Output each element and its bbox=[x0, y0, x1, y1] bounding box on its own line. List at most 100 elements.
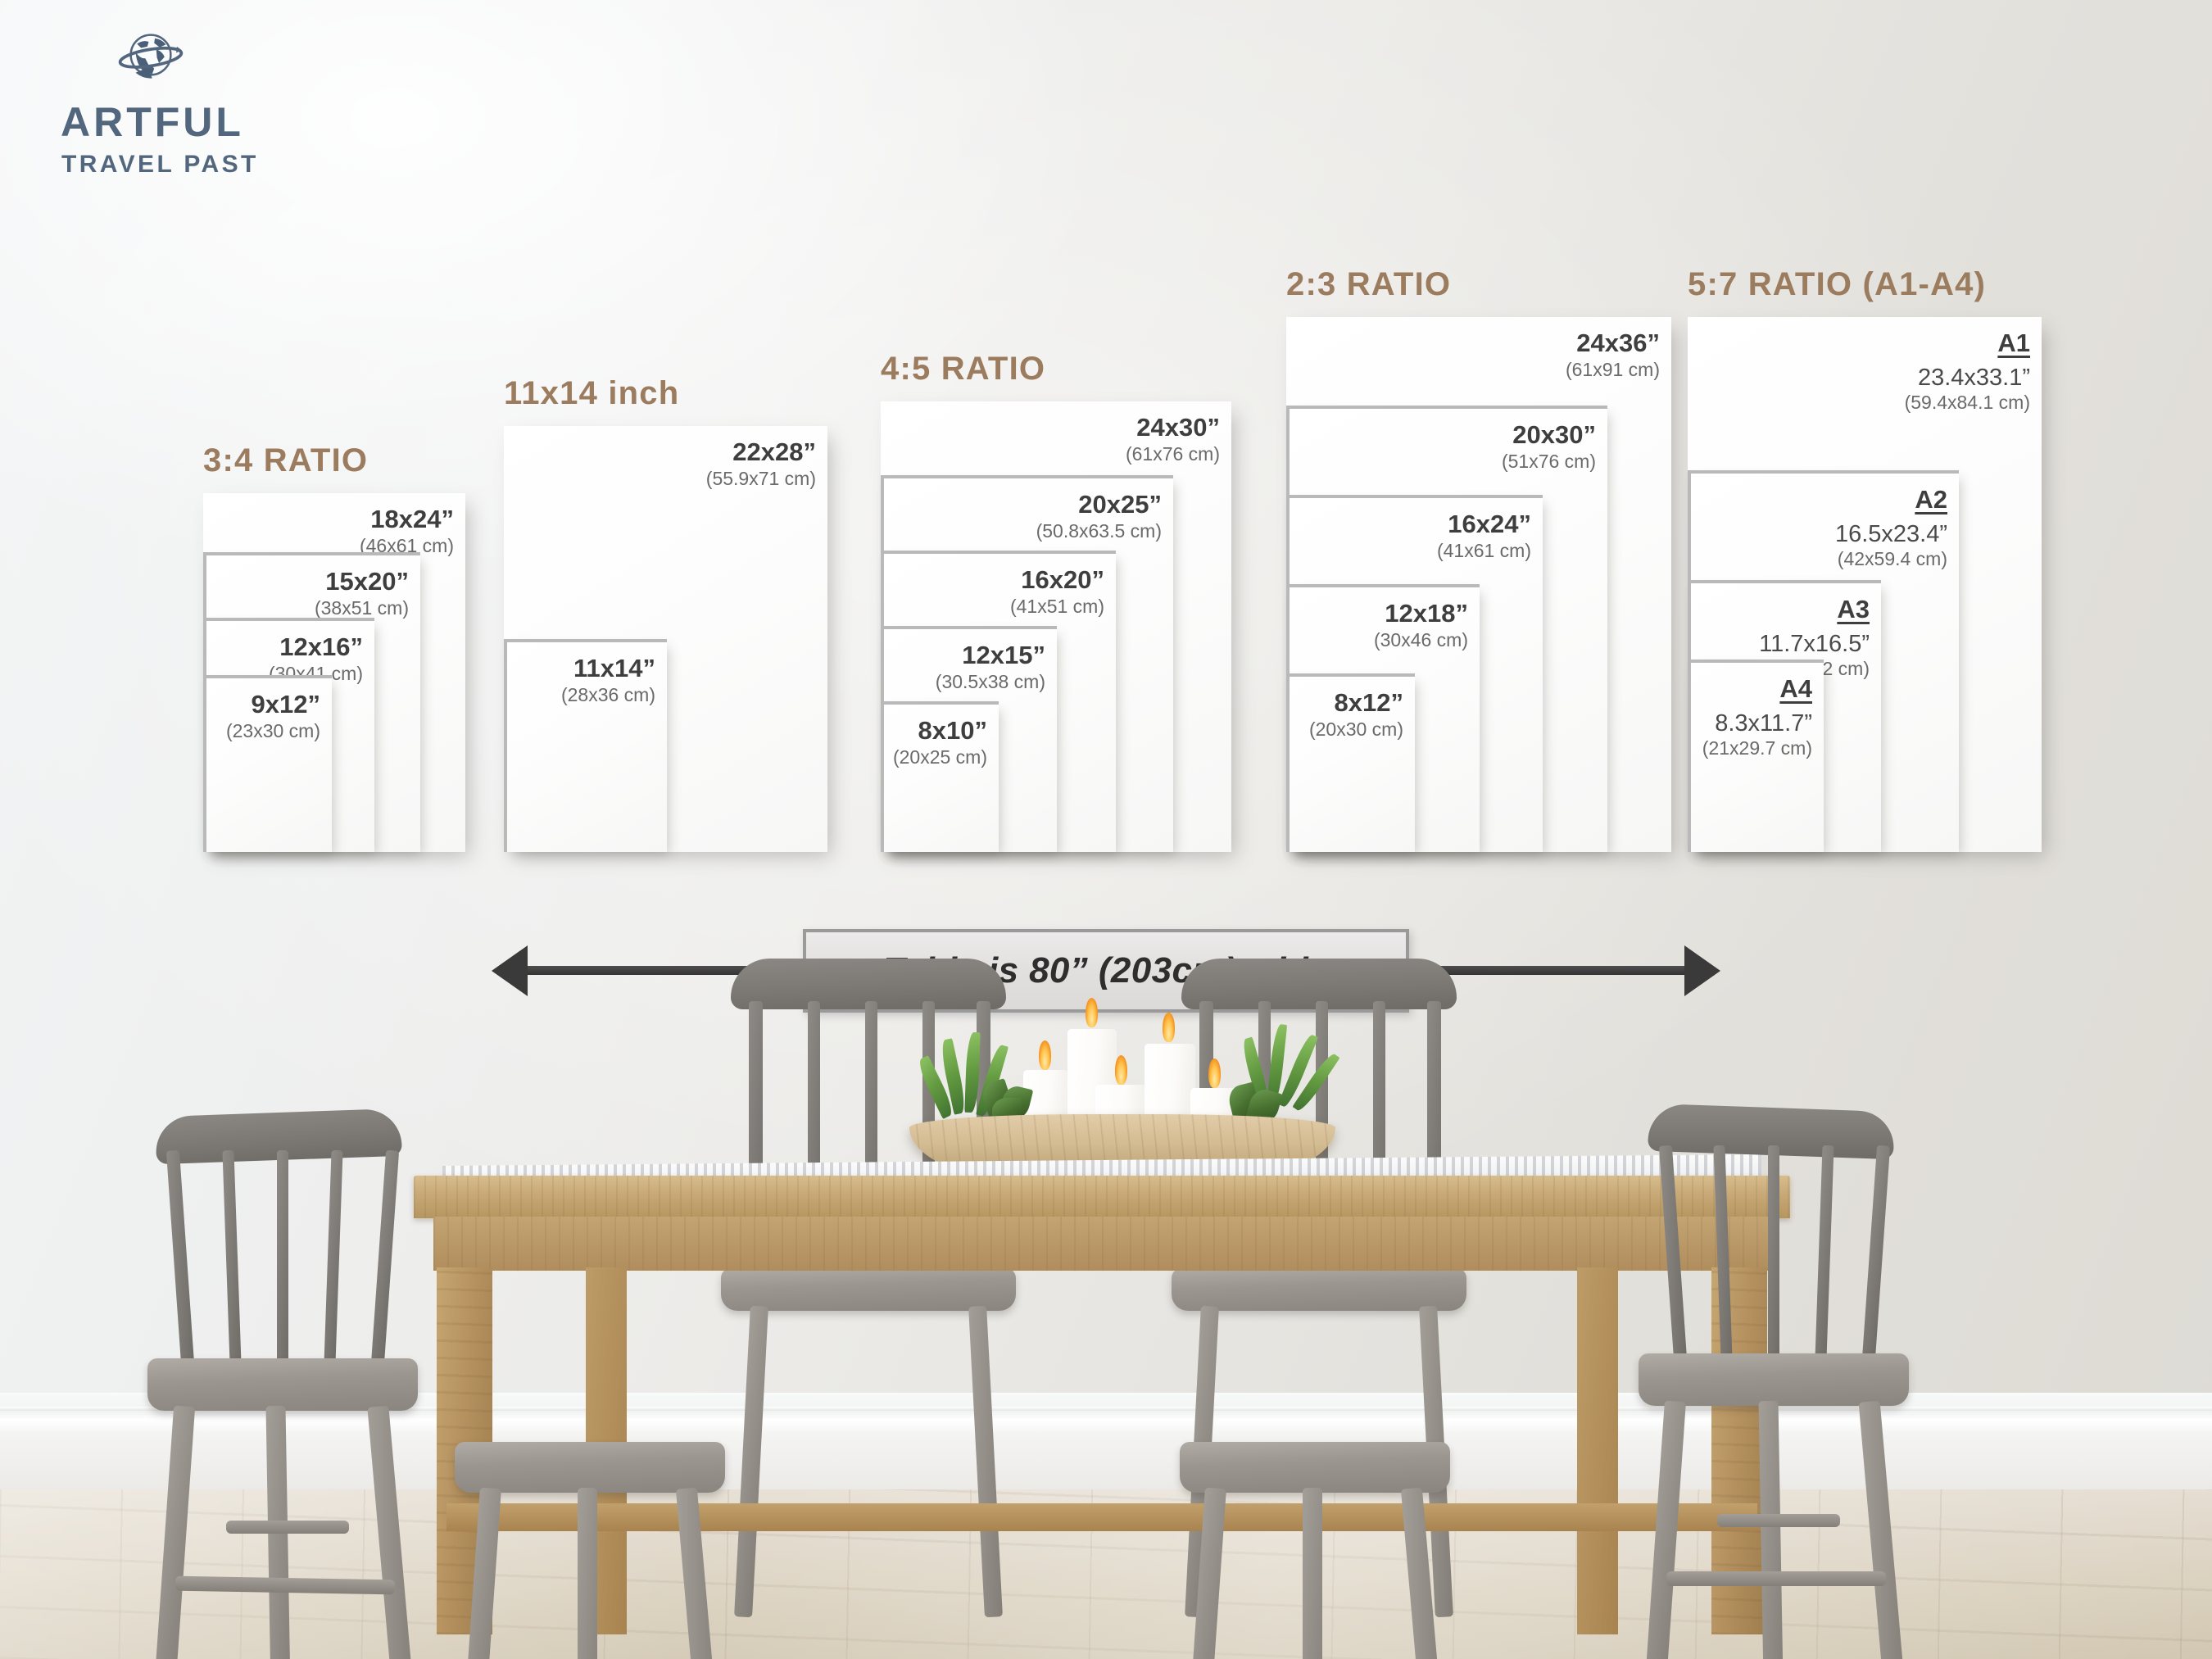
frame-group-2-3-ratio: 2:3 RATIO 24x36” (61x91 cm) 20x30” (51x7… bbox=[1286, 266, 1679, 852]
chair-crest-rail bbox=[731, 959, 1006, 1009]
frame-group-3-4-ratio: 3:4 RATIO 18x24” (46x61 cm) 15x20” (38x5… bbox=[203, 442, 474, 852]
frame-label-cm: (20x25 cm) bbox=[892, 746, 987, 768]
frame-label-inches: 15x20” bbox=[325, 567, 409, 596]
frame-label-inches: 20x30” bbox=[1512, 420, 1596, 449]
frame-label-cm: (30.5x38 cm) bbox=[935, 670, 1045, 692]
chair-leg bbox=[150, 1405, 196, 1659]
chair-front-right bbox=[1639, 1103, 1909, 1659]
frame-label-inches: 9x12” bbox=[251, 690, 320, 718]
frame-label-cm: (21x29.7 cm) bbox=[1702, 737, 1812, 759]
candle-flame-icon bbox=[1039, 1040, 1051, 1070]
chair-seat bbox=[1172, 1268, 1466, 1311]
candle-flame-icon bbox=[1115, 1055, 1127, 1085]
frame-label-inches: 12x18” bbox=[1385, 599, 1468, 628]
frame-label-inches: 12x15” bbox=[962, 641, 1045, 669]
chair-spindle bbox=[1768, 1145, 1779, 1360]
chair-leg bbox=[459, 1487, 501, 1659]
frame-label-inches: 23.4x33.1” bbox=[1917, 364, 2030, 391]
chair-leg bbox=[1858, 1400, 1909, 1659]
table-stretcher bbox=[446, 1503, 1757, 1531]
brand-name-line2: TRAVEL PAST bbox=[61, 151, 259, 178]
chair-seat bbox=[455, 1442, 725, 1493]
frame-label-inches: 16x24” bbox=[1448, 510, 1531, 538]
chair-front-left bbox=[147, 1108, 418, 1659]
frame-label-cm: (23x30 cm) bbox=[225, 719, 320, 741]
frame-group-4-5-ratio: 4:5 RATIO 24x30” (61x76 cm) 20x25” (50.8… bbox=[881, 351, 1241, 852]
frame-a4[interactable]: A4 8.3x11.7” (21x29.7 cm) bbox=[1688, 660, 1824, 852]
group-title-2-3: 2:3 RATIO bbox=[1286, 266, 1452, 302]
chair-spindle bbox=[1815, 1145, 1834, 1361]
frame-label-inches: 11.7x16.5” bbox=[1759, 630, 1870, 657]
chair-leg bbox=[578, 1488, 597, 1659]
frames-5-7: A1 23.4x33.1” (59.4x84.1 cm) A2 16.5x23.… bbox=[1688, 317, 2048, 852]
frames-2-3: 24x36” (61x91 cm) 20x30” (51x76 cm) 16x2… bbox=[1286, 317, 1679, 852]
frame-label-inches: 24x30” bbox=[1136, 413, 1220, 442]
frame-group-5-7-ratio: 5:7 RATIO (A1-A4) A1 23.4x33.1” (59.4x84… bbox=[1688, 266, 2048, 852]
chair-spindle bbox=[324, 1149, 343, 1366]
chair-stretcher bbox=[226, 1521, 349, 1534]
frame-label-inches: 16x20” bbox=[1021, 565, 1104, 594]
chair-seat bbox=[1639, 1353, 1909, 1406]
table-top bbox=[414, 1176, 1790, 1218]
brand-name-line1: ARTFUL bbox=[61, 99, 244, 145]
chair-seat bbox=[721, 1268, 1016, 1311]
candle-flame-icon bbox=[1086, 998, 1098, 1027]
frames-3-4: 18x24” (46x61 cm) 15x20” (38x51 cm) 12x1… bbox=[203, 492, 474, 852]
frame-label-inches: 8x10” bbox=[918, 716, 987, 745]
group-title-4-5: 4:5 RATIO bbox=[881, 351, 1046, 387]
chair-crest-rail bbox=[1181, 959, 1457, 1009]
chair-leg bbox=[675, 1487, 724, 1659]
frame-8x12[interactable]: 8x12” (20x30 cm) bbox=[1286, 673, 1415, 852]
chair-leg bbox=[367, 1405, 418, 1659]
chair-spindle bbox=[277, 1150, 288, 1365]
chair-spindle bbox=[370, 1149, 400, 1366]
frame-label-name: A1 bbox=[1997, 329, 2030, 357]
chair-stretcher bbox=[1666, 1571, 1886, 1586]
chair-spindle bbox=[165, 1149, 195, 1366]
chair-spindle bbox=[222, 1149, 242, 1366]
brand-logo: ARTFUL TRAVEL PAST bbox=[51, 25, 321, 177]
frames-4-5: 24x30” (61x76 cm) 20x25” (50.8x63.5 cm) … bbox=[881, 401, 1241, 852]
frame-label-inches: 12x16” bbox=[279, 632, 363, 661]
frame-8x10[interactable]: 8x10” (20x25 cm) bbox=[881, 701, 999, 852]
frame-label-cm: (59.4x84.1 cm) bbox=[1904, 391, 2030, 413]
chair-front-center-left bbox=[455, 1442, 725, 1659]
chair-back-left bbox=[721, 959, 1016, 1618]
chair-leg bbox=[1642, 1400, 1686, 1659]
frame-label-inches: 11x14” bbox=[573, 654, 655, 682]
table-apron bbox=[433, 1217, 1770, 1271]
candle-flame-icon bbox=[1163, 1013, 1175, 1042]
frame-label-name: A3 bbox=[1837, 595, 1870, 623]
frame-label-cm: (55.9x71 cm) bbox=[705, 467, 816, 489]
frame-label-cm: (41x61 cm) bbox=[1436, 539, 1531, 561]
frame-label-cm: (30x46 cm) bbox=[1373, 628, 1468, 650]
chair-leg bbox=[1303, 1488, 1322, 1659]
frame-9x12[interactable]: 9x12” (23x30 cm) bbox=[203, 675, 332, 852]
arrow-right-icon bbox=[1684, 945, 1720, 996]
frame-11x14[interactable]: 11x14” (28x36 cm) bbox=[504, 639, 667, 852]
chair-spindle bbox=[1861, 1145, 1891, 1361]
candle-flame-icon bbox=[1208, 1058, 1221, 1088]
chair-seat bbox=[1180, 1442, 1450, 1493]
globe-icon bbox=[118, 34, 184, 79]
group-title-3-4: 3:4 RATIO bbox=[203, 442, 369, 478]
frame-label-cm: (51x76 cm) bbox=[1501, 450, 1596, 472]
arrow-left-icon bbox=[492, 945, 528, 996]
chair-stretcher bbox=[1717, 1514, 1840, 1527]
frame-label-inches: 18x24” bbox=[370, 505, 454, 533]
frame-label-inches: 8.3x11.7” bbox=[1715, 709, 1812, 737]
dining-room-scene bbox=[0, 959, 2212, 1659]
chair-leg bbox=[1184, 1487, 1226, 1659]
group-title-5-7: 5:7 RATIO (A1-A4) bbox=[1688, 266, 1987, 302]
chair-front-center-right bbox=[1180, 1442, 1450, 1659]
frame-group-11x14-inch: 11x14 inch 22x28” (55.9x71 cm) 11x14” (2… bbox=[504, 375, 840, 852]
frame-label-name: A2 bbox=[1915, 485, 1947, 514]
chair-stretcher bbox=[175, 1575, 396, 1595]
frames-11x14: 22x28” (55.9x71 cm) 11x14” (28x36 cm) bbox=[504, 426, 840, 852]
frame-label-inches: 8x12” bbox=[1334, 688, 1403, 717]
frame-label-cm: (61x76 cm) bbox=[1125, 442, 1220, 465]
frame-label-cm: (28x36 cm) bbox=[560, 683, 655, 705]
chair-leg bbox=[1400, 1487, 1449, 1659]
frame-label-name: A4 bbox=[1779, 674, 1812, 703]
frame-label-cm: (41x51 cm) bbox=[1009, 595, 1104, 617]
